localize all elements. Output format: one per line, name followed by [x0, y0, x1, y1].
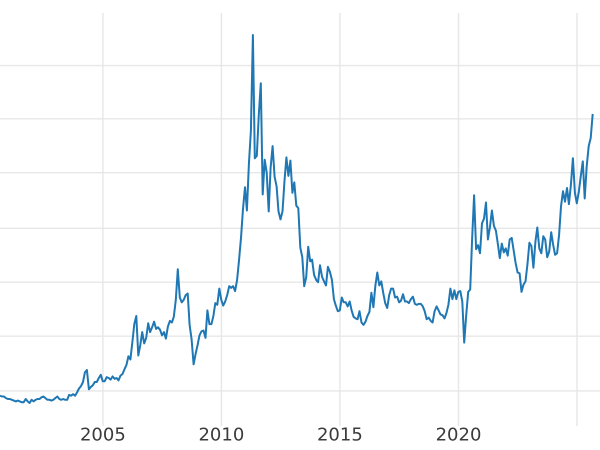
x-axis-tick-label: 2005: [80, 425, 126, 446]
x-axis-labels: 2005 2010 2015 2020: [80, 425, 481, 446]
x-axis-tick-label: 2020: [436, 425, 482, 446]
x-axis-tick-label: 2015: [317, 425, 363, 446]
x-axis-tick-label: 2010: [198, 425, 244, 446]
y-gridlines: [0, 64, 600, 392]
price-series-line: [0, 34, 594, 404]
x-gridlines: [102, 13, 578, 426]
